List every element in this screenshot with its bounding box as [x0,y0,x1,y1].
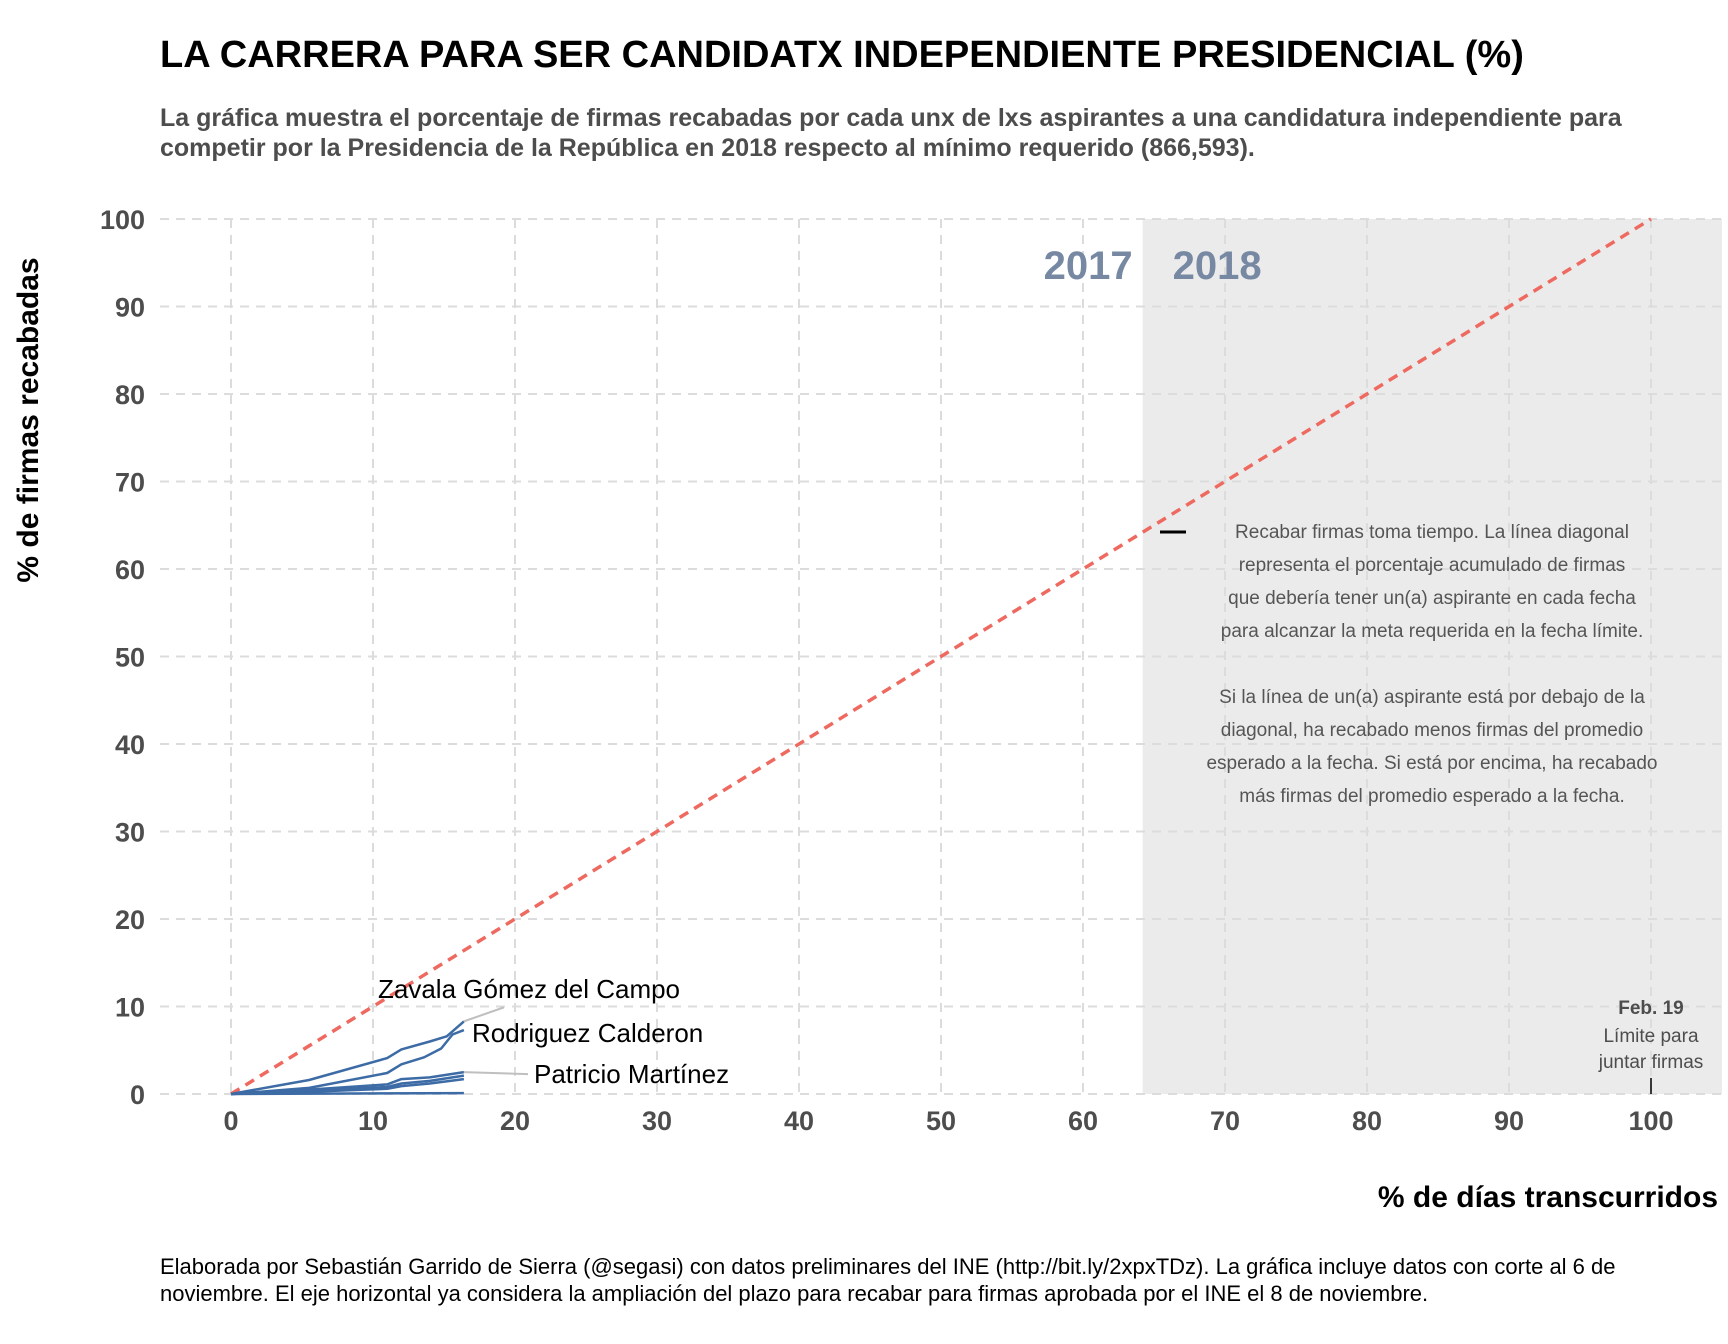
series-line-5 [230,1077,465,1096]
x-axis-title: % de días transcurridos [1378,1181,1718,1214]
x-tick-label: 40 [784,1106,814,1136]
series-label: Zavala Gómez del Campo [378,974,680,1004]
y-axis-title: % de firmas recabadas [12,257,45,582]
x-tick-label: 20 [500,1106,530,1136]
deadline-date: Feb. 19 [1618,998,1683,1019]
year-label-2017: 2017 [1044,244,1133,288]
label-leader-line [463,1006,505,1023]
note-text-line: Si la línea de un(a) aspirante está por … [1219,687,1645,708]
note-text-line: representa el porcentaje acumulado de fi… [1239,555,1626,576]
x-tick-label: 90 [1494,1106,1524,1136]
y-tick-label: 100 [100,205,145,235]
line-chart: 2017 2018 0 10 20 30 40 50 60 70 80 90 100 0 10 20 30 40 5… [12,205,1722,1214]
y-tick-label: 20 [115,905,145,935]
chart-subtitle: La gráfica muestra el porcentaje de firm… [160,104,1622,162]
x-tick-label: 70 [1210,1106,1240,1136]
year-label-2018: 2018 [1173,244,1262,288]
note-text-line: más firmas del promedio esperado a la fe… [1239,786,1624,807]
x-tick-label: 10 [358,1106,388,1136]
note-text-line: que debería tener un(a) aspirante en cad… [1228,588,1636,609]
y-tick-label: 50 [115,643,145,673]
reference-diagonal-line [230,217,1652,1096]
deadline-text-line: juntar firmas [1598,1052,1704,1073]
y-tick-label: 60 [115,555,145,585]
note-text-line: esperado a la fecha. Si está por encima,… [1206,753,1657,774]
x-tick-label: 60 [1068,1106,1098,1136]
chart-title: LA CARRERA PARA SER CANDIDATX INDEPENDIE… [160,34,1524,76]
label-leader-line [463,1071,529,1076]
series-label: Patricio Martínez [534,1059,729,1089]
series-line-2 [230,1028,465,1096]
chart-caption: Elaborada por Sebastián Garrido de Sierr… [160,1254,1616,1306]
note-text-line: diagonal, ha recabado menos firmas del p… [1221,720,1643,741]
x-tick-label: 30 [642,1106,672,1136]
x-tick-label: 0 [223,1106,238,1136]
x-tick-label: 100 [1628,1106,1673,1136]
series-line-6 [230,1091,464,1096]
x-tick-label: 80 [1352,1106,1382,1136]
y-tick-label: 10 [115,993,145,1023]
note-text-line: Recabar firmas toma tiempo. La línea dia… [1235,522,1629,543]
deadline-text-line: Límite para [1603,1026,1698,1047]
series-line-1 [230,1020,465,1096]
y-tick-label: 0 [130,1080,145,1110]
note-text-line: para alcanzar la meta requerida en la fe… [1221,621,1643,642]
series-label: Rodriguez Calderon [472,1018,703,1048]
y-tick-label: 30 [115,818,145,848]
y-tick-label: 40 [115,730,145,760]
y-tick-label: 90 [115,293,145,323]
y-tick-label: 80 [115,380,145,410]
x-tick-label: 50 [926,1106,956,1136]
y-tick-label: 70 [115,468,145,498]
